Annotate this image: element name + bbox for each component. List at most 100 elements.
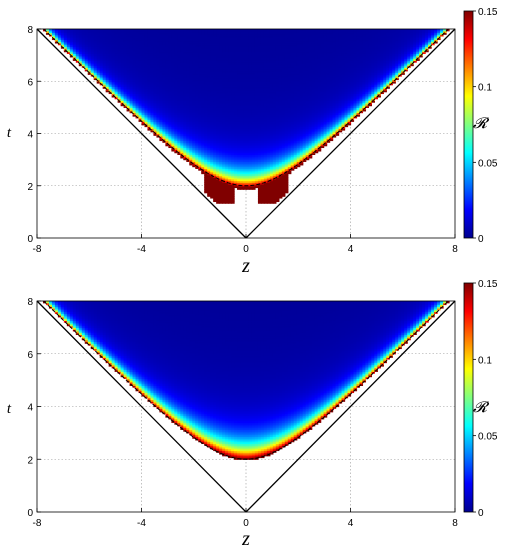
heatmap-cell <box>272 72 277 75</box>
heatmap-cell <box>135 37 140 41</box>
heatmap-cell <box>216 46 220 49</box>
heatmap-cell <box>266 53 271 56</box>
heatmap-cell <box>257 189 262 192</box>
heatmap-cell <box>174 67 178 70</box>
heatmap-cell <box>225 170 229 173</box>
heatmap-cell <box>237 63 241 67</box>
heatmap-cell <box>207 187 211 190</box>
heatmap-cell <box>269 168 274 171</box>
heatmap-cell <box>263 65 268 68</box>
heatmap-cell <box>275 35 280 39</box>
heatmap-cell <box>195 49 199 53</box>
heatmap-cell <box>240 124 244 128</box>
heatmap-cell <box>171 69 175 72</box>
heatmap-cell <box>180 35 184 39</box>
heatmap-cell <box>165 30 169 34</box>
heatmap-cell <box>171 41 175 44</box>
heatmap-cell <box>162 39 166 42</box>
heatmap-cell <box>195 81 199 84</box>
heatmap-cell <box>204 30 208 34</box>
heatmap-cell <box>156 46 161 49</box>
heatmap-cell <box>222 56 226 60</box>
heatmap-cell <box>144 93 149 96</box>
heatmap-cell <box>165 123 169 126</box>
heatmap-cell <box>195 119 199 122</box>
heatmap-cell <box>248 145 253 149</box>
heatmap-cell <box>168 100 172 103</box>
heatmap-cell <box>165 105 169 108</box>
heatmap-cell <box>278 123 283 126</box>
heatmap-cell <box>96 69 101 72</box>
heatmap-cell <box>272 171 277 175</box>
heatmap-cell <box>269 156 274 159</box>
heatmap-cell <box>150 130 155 133</box>
heatmap-cell <box>269 177 274 180</box>
heatmap-cell <box>266 190 271 194</box>
heatmap-cell <box>246 130 250 133</box>
heatmap-cell <box>93 41 98 44</box>
heatmap-cell <box>210 70 214 74</box>
heatmap-cell <box>114 49 119 53</box>
heatmap-cell <box>180 49 184 53</box>
heatmap-cell <box>198 35 202 39</box>
heatmap-cell <box>284 185 289 189</box>
heatmap-cell <box>246 187 250 190</box>
heatmap-cell <box>132 88 137 91</box>
heatmap-cell <box>210 60 214 63</box>
heatmap-cell <box>278 79 283 82</box>
heatmap-cell <box>228 100 232 103</box>
heatmap-cell <box>174 32 178 35</box>
heatmap-cell <box>96 62 101 65</box>
heatmap-cell <box>219 46 223 49</box>
heatmap-cell <box>237 105 241 108</box>
heatmap-cell <box>114 56 119 60</box>
heatmap-cell <box>135 98 140 102</box>
heatmap-cell <box>275 126 280 129</box>
heatmap-cell <box>269 74 274 77</box>
heatmap-cell <box>243 182 247 185</box>
heatmap-cell <box>192 119 196 122</box>
heatmap-cell <box>207 95 211 98</box>
heatmap-cell <box>254 109 259 112</box>
heatmap-cell <box>198 128 202 131</box>
heatmap-cell <box>275 121 280 124</box>
heatmap-cell <box>237 180 241 183</box>
heatmap-cell <box>275 56 280 60</box>
heatmap-cell <box>177 58 181 61</box>
heatmap-cell <box>126 62 131 65</box>
heatmap-cell <box>260 187 265 190</box>
heatmap-cell <box>234 130 238 133</box>
heatmap-cell <box>237 126 241 129</box>
heatmap-cell <box>150 81 155 84</box>
heatmap-cell <box>177 140 181 143</box>
heatmap-cell <box>87 41 92 44</box>
heatmap-cell <box>48 29 53 32</box>
heatmap-cell <box>225 131 229 135</box>
heatmap-cell <box>195 117 199 121</box>
heatmap-cell <box>237 93 241 96</box>
heatmap-cell <box>246 72 250 75</box>
heatmap-cell <box>240 130 244 133</box>
heatmap-cell <box>177 117 181 121</box>
heatmap-cell <box>111 93 116 96</box>
heatmap-cell <box>177 34 181 37</box>
heatmap-cell <box>204 69 208 72</box>
heatmap-cell <box>257 65 262 68</box>
heatmap-cell <box>171 149 175 152</box>
heatmap-cell <box>275 53 280 56</box>
heatmap-cell <box>234 124 238 128</box>
heatmap-cell <box>198 156 202 159</box>
heatmap-cell <box>192 93 196 96</box>
heatmap-cell <box>159 135 163 138</box>
heatmap-cell <box>275 102 280 105</box>
heatmap-cell <box>213 62 217 65</box>
heatmap-cell <box>219 96 223 100</box>
heatmap-cell <box>222 175 226 178</box>
heatmap-cell <box>174 70 178 74</box>
heatmap-cell <box>78 29 83 32</box>
heatmap-cell <box>204 55 208 58</box>
heatmap-cell <box>246 34 250 37</box>
heatmap-cell <box>126 105 131 108</box>
heatmap-cell <box>222 55 226 58</box>
heatmap-cell <box>266 56 271 60</box>
